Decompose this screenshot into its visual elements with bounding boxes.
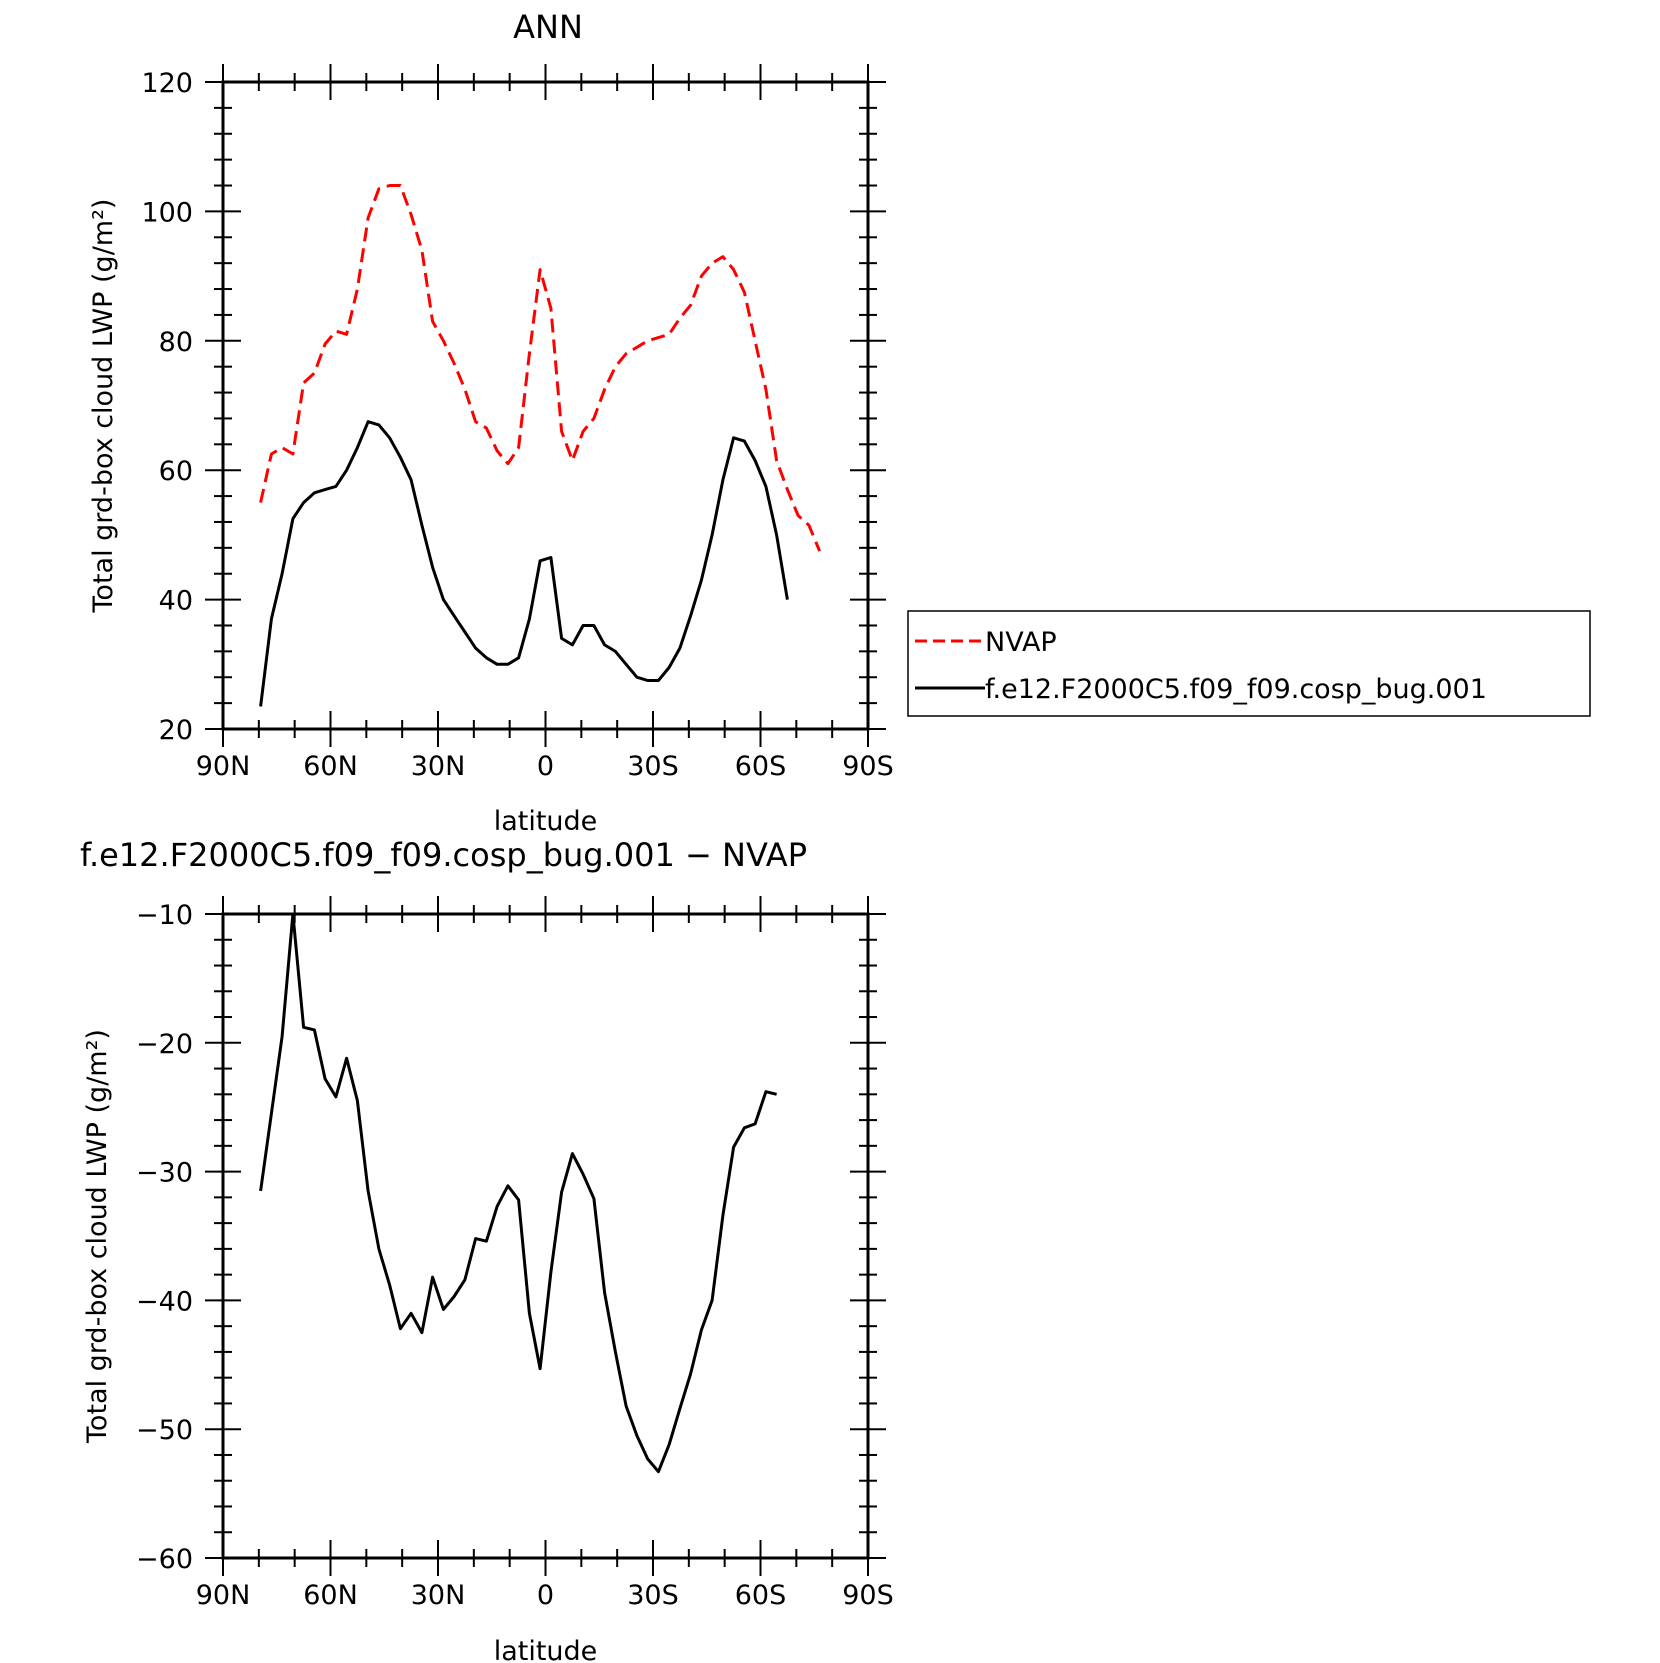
x-tick-label: 30S <box>627 1580 679 1611</box>
bottom-panel-plot-frame <box>221 912 870 1560</box>
x-tick-label: 60S <box>735 1580 787 1611</box>
bottom-panel: f.e12.F2000C5.f09_f09.cosp_bug.001 − NVA… <box>80 836 894 1663</box>
bottom-panel-ylabel: Total grd-box cloud LWP (g/m²) <box>82 1029 113 1444</box>
x-tick-label: 30N <box>411 1580 466 1611</box>
y-tick-label: −60 <box>136 1544 193 1575</box>
x-tick-label: 60N <box>303 1580 358 1611</box>
legend: NVAP f.e12.F2000C5.f09_f09.cosp_bug.001 <box>907 610 1591 717</box>
top-panel-xlabel: latitude <box>494 806 598 837</box>
x-tick-label: 0 <box>537 751 554 782</box>
bottom-panel-tick-labels: 90N 60N 30N 0 30S 60S 90S −60 −50 −40 −30 −20 −10 <box>136 900 894 1611</box>
top-panel: ANN 90N 60N 30N 0 30S 60S 90S 20 40 60 80 100 120 la… <box>88 8 894 837</box>
legend-box <box>907 610 1591 717</box>
x-tick-label: 30N <box>411 751 466 782</box>
top-panel-title: ANN <box>513 8 583 46</box>
legend-label-nvap: NVAP <box>985 627 1057 658</box>
y-tick-label: 100 <box>141 197 193 228</box>
y-tick-label: −50 <box>136 1415 193 1446</box>
x-tick-label: 90S <box>842 751 894 782</box>
x-tick-label: 90N <box>196 1580 251 1611</box>
x-tick-label: 30S <box>627 751 679 782</box>
y-tick-label: 120 <box>141 68 193 99</box>
y-tick-label: 40 <box>159 586 193 617</box>
x-tick-label: 0 <box>537 1580 554 1611</box>
bottom-panel-ticks <box>205 896 886 1576</box>
y-tick-label: 80 <box>159 327 193 358</box>
y-tick-label: −20 <box>136 1029 193 1060</box>
legend-label-model: f.e12.F2000C5.f09_f09.cosp_bug.001 <box>985 674 1487 705</box>
series-line-0 <box>259 184 821 552</box>
top-panel-plot-frame <box>221 80 870 731</box>
bottom-panel-title: f.e12.F2000C5.f09_f09.cosp_bug.001 − NVA… <box>80 836 807 874</box>
top-panel-tick-labels: 90N 60N 30N 0 30S 60S 90S 20 40 60 80 100 120 <box>141 68 893 782</box>
y-tick-label: −30 <box>136 1158 193 1189</box>
x-tick-label: 90N <box>196 751 251 782</box>
top-panel-ticks <box>205 64 886 747</box>
series-line-0 <box>259 912 777 1474</box>
top-panel-series <box>259 184 821 707</box>
x-tick-label: 60S <box>735 751 787 782</box>
y-tick-label: 20 <box>159 715 193 746</box>
top-panel-ylabel: Total grd-box cloud LWP (g/m²) <box>88 199 119 614</box>
x-tick-label: 60N <box>303 751 358 782</box>
y-tick-label: −10 <box>136 900 193 931</box>
bottom-panel-xlabel: latitude <box>494 1636 598 1663</box>
series-line-1 <box>259 420 789 707</box>
y-tick-label: −40 <box>136 1286 193 1317</box>
y-tick-label: 60 <box>159 456 193 487</box>
x-tick-label: 90S <box>842 1580 894 1611</box>
bottom-panel-series <box>259 912 777 1474</box>
